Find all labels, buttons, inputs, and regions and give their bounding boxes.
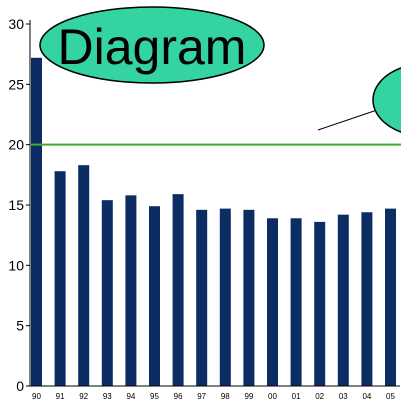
y-tick-label: 5 — [16, 318, 24, 334]
y-axis: 0 5 10 15 20 25 30 — [8, 16, 31, 394]
bars — [31, 57, 396, 386]
bar-96 — [172, 194, 184, 386]
x-tick-label: 93 — [103, 392, 112, 401]
x-tick-label: 03 — [339, 392, 348, 401]
bar-03 — [337, 214, 349, 386]
x-tick-label: 90 — [32, 392, 41, 401]
callout-ellipse-right — [372, 67, 401, 133]
x-tick-label: 95 — [150, 392, 159, 401]
y-tick-label: 25 — [8, 76, 24, 92]
x-axis: 90 91 92 93 94 95 96 97 98 99 00 01 02 03 04 05 — [30, 385, 400, 401]
bar-90 — [31, 57, 42, 386]
diagram-label: Diagram — [58, 19, 247, 75]
bar-92 — [78, 165, 90, 386]
y-tick-label: 30 — [8, 16, 24, 32]
x-tick-label: 94 — [126, 392, 135, 401]
x-tick-label: 02 — [315, 392, 324, 401]
bar-93 — [101, 200, 113, 386]
bar-01 — [290, 218, 302, 386]
bar-98 — [219, 208, 231, 386]
x-tick-label: 04 — [362, 392, 371, 401]
bar-00 — [267, 218, 278, 386]
bar-04 — [361, 212, 373, 386]
bar-97 — [196, 209, 208, 386]
y-tick-label: 10 — [8, 257, 24, 273]
x-tick-label: 00 — [268, 392, 277, 401]
y-tick-label: 0 — [16, 378, 24, 394]
x-tick-label: 91 — [56, 392, 65, 401]
bar-91 — [54, 171, 66, 386]
bar-02 — [314, 221, 326, 386]
x-tick-label: 99 — [244, 392, 253, 401]
callout-pointer — [317, 107, 384, 131]
x-tick-label: 97 — [197, 392, 206, 401]
y-tick-label: 20 — [8, 137, 24, 153]
bar-99 — [243, 209, 255, 386]
y-tick-label: 15 — [8, 197, 24, 213]
x-tick-label: 01 — [292, 392, 301, 401]
x-tick-label: 98 — [221, 392, 230, 401]
bar-95 — [149, 206, 160, 386]
callout-ellipse-diagram — [39, 6, 265, 84]
x-tick-label: 92 — [79, 392, 88, 401]
x-tick-label: 96 — [174, 392, 183, 401]
x-tick-label: 05 — [386, 392, 395, 401]
bar-05 — [385, 208, 396, 386]
bar-94 — [125, 195, 137, 386]
